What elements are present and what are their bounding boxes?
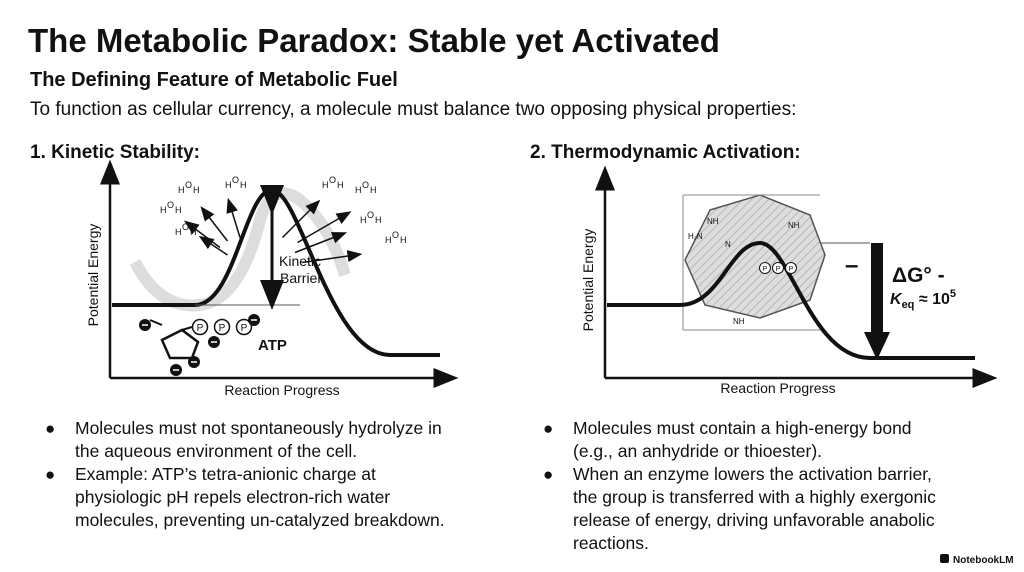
logo	[940, 554, 949, 563]
enzyme-label: NH	[707, 217, 719, 226]
water-h: H	[178, 185, 185, 195]
keq-approx: ≈ 10	[914, 291, 950, 308]
repel-arrow	[226, 197, 241, 238]
y-axis-label: Potential Energy	[85, 224, 101, 327]
water-o: O	[362, 180, 369, 190]
phosphate	[235, 318, 253, 336]
water-h: H	[360, 215, 367, 225]
bullet-text: molecules, preventing un-catalyzed break…	[75, 510, 445, 530]
water-h: H	[193, 185, 200, 195]
enzyme-label: NH	[733, 317, 745, 326]
phosphate	[213, 318, 231, 336]
shadow-curve	[129, 187, 351, 312]
ribose	[160, 328, 200, 360]
enzyme	[684, 194, 826, 319]
kinetic-diagram: Kinetic Barrier Potential Energy Reactio…	[85, 159, 459, 398]
delta-g: ΔG° -	[892, 264, 945, 287]
enzyme-label: N	[725, 240, 731, 249]
repel-arrow	[281, 199, 321, 239]
enzyme-label: NH	[788, 221, 800, 230]
water-h: H	[160, 205, 167, 215]
bullet-text: the aqueous environment of the cell.	[75, 441, 357, 461]
water-o: O	[392, 230, 399, 240]
water-h: H	[322, 180, 329, 190]
phosphate-label: P	[219, 323, 226, 334]
y-axis-label: Potential Energy	[580, 229, 596, 332]
bullet-dot: ●	[543, 465, 553, 484]
water-h: H	[175, 205, 182, 215]
water-h: H	[175, 227, 182, 237]
water-o: O	[182, 222, 189, 232]
keq-k: K	[890, 291, 903, 308]
phosphate	[785, 262, 797, 274]
barrier-label: Barrier	[280, 270, 322, 286]
bullet-dot: ●	[45, 465, 55, 484]
energy-curve	[607, 240, 975, 360]
barrier-label: Kinetic	[279, 253, 321, 269]
water-h: H	[190, 227, 197, 237]
water-o: O	[185, 180, 192, 190]
keq-sup: 5	[950, 288, 956, 300]
bullet-text: Example: ATP’s tetra-anionic charge at	[75, 464, 376, 484]
bullet-text: release of energy, driving unfavorable a…	[573, 510, 935, 530]
bullet-text: reactions.	[573, 533, 649, 553]
subtitle: The Defining Feature of Metabolic Fuel	[30, 69, 398, 91]
phosphate	[772, 262, 784, 274]
water-h: H	[337, 180, 344, 190]
keq-sub: eq	[902, 299, 915, 311]
panel-heading: 1. Kinetic Stability:	[30, 142, 200, 163]
footer: NotebookLM	[953, 555, 1014, 566]
panel-heading: 2. Thermodynamic Activation:	[530, 142, 801, 163]
bond	[149, 319, 193, 331]
guide	[682, 194, 820, 331]
water-h: H	[240, 180, 247, 190]
water-o: O	[367, 210, 374, 220]
phosphate-label: P	[789, 266, 794, 273]
title: The Metabolic Paradox: Stable yet Activa…	[28, 22, 720, 59]
arrow-head	[864, 332, 890, 360]
bullet-text: physiologic pH repels electron-rich wate…	[75, 487, 390, 507]
water-h: H	[400, 235, 407, 245]
bullet-text: Molecules must contain a high-energy bon…	[573, 418, 912, 438]
repel-arrow	[297, 211, 352, 244]
phosphate-label: P	[763, 266, 768, 273]
water-h: H	[355, 185, 362, 195]
water-o: O	[232, 175, 239, 185]
water-o: O	[167, 200, 174, 210]
phosphate	[759, 262, 771, 274]
bullet-text: (e.g., an anhydride or thioester).	[573, 441, 822, 461]
water-h: H	[375, 215, 382, 225]
molecule-label: ATP	[258, 337, 287, 354]
minus: –	[845, 252, 858, 279]
intro: To function as cellular currency, a mole…	[30, 99, 796, 120]
bullet-dot: ●	[45, 419, 55, 438]
phosphate-label: P	[241, 323, 248, 334]
water-o: O	[329, 175, 336, 185]
x-axis-label: Reaction Progress	[720, 380, 835, 396]
repel-arrow	[198, 235, 228, 256]
bullet-text: When an enzyme lowers the activation bar…	[573, 464, 932, 484]
enzyme-label: H₂N	[688, 232, 703, 241]
phosphate-label: P	[776, 266, 781, 273]
bullet-text: Molecules must not spontaneously hydroly…	[75, 418, 442, 438]
bullet-dot: ●	[543, 419, 553, 438]
bullet-text: the group is transferred with a highly e…	[573, 487, 936, 507]
water-h: H	[225, 180, 232, 190]
water-h: H	[370, 185, 377, 195]
repel-arrow	[294, 232, 347, 254]
x-axis-label: Reaction Progress	[224, 382, 339, 398]
repel-arrow	[302, 250, 363, 264]
thermo-diagram: – ΔG° - Keq ≈ 105 NH H₂N NH N NH P P P Pot…	[580, 165, 998, 396]
water-h: H	[385, 235, 392, 245]
keq: Keq ≈ 105	[890, 288, 956, 311]
repel-arrow	[200, 206, 229, 242]
phosphate	[191, 318, 209, 336]
phosphate-label: P	[197, 323, 204, 334]
